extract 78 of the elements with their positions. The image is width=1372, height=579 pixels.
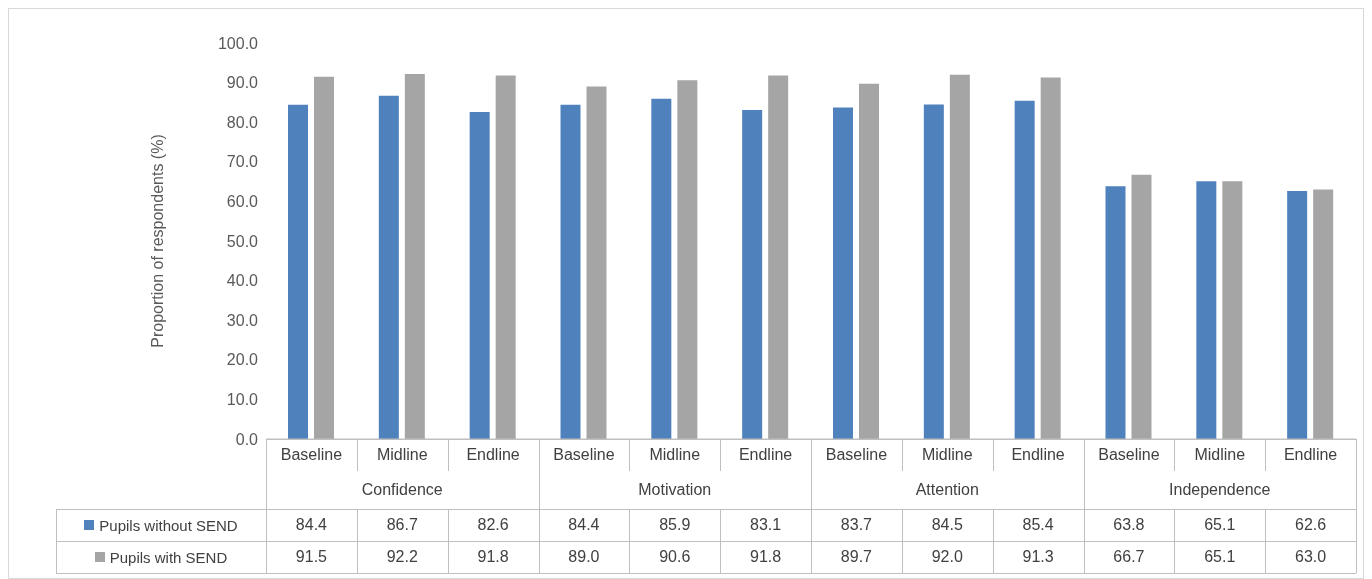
y-tick-label: 40.0 (226, 272, 259, 290)
data-label: 84.4 (567, 515, 601, 535)
data-label: 65.1 (1203, 515, 1237, 535)
x-tick-label: Baseline (1097, 445, 1161, 465)
x-tick-label: Midline (648, 445, 702, 465)
data-label: 92.0 (930, 547, 964, 567)
bar (677, 80, 698, 439)
data-label: 63.8 (1112, 515, 1146, 535)
bar (1287, 191, 1308, 439)
bar (404, 73, 425, 439)
legend-label: Pupils without SEND (99, 516, 238, 534)
data-label: 86.7 (385, 515, 419, 535)
y-tick-label: 90.0 (226, 74, 259, 92)
data-label: 83.7 (839, 515, 873, 535)
bar (495, 75, 516, 439)
bar (586, 86, 607, 439)
bar (651, 98, 672, 439)
legend-label: Pupils with SEND (109, 548, 228, 566)
bar (378, 95, 399, 439)
bar (1222, 181, 1243, 439)
bar (923, 104, 944, 439)
data-label: 62.6 (1294, 515, 1328, 535)
data-label: 63.0 (1294, 547, 1328, 567)
bar (859, 83, 879, 439)
y-tick-label: 80.0 (226, 113, 259, 131)
data-label: 65.1 (1203, 547, 1237, 567)
bar (1131, 174, 1152, 439)
data-label: 84.4 (294, 515, 328, 535)
x-tick-label: Endline (737, 445, 794, 465)
text: Attention (914, 480, 980, 500)
bar (1014, 100, 1035, 439)
data-label: 91.3 (1021, 547, 1055, 567)
bar (1105, 186, 1126, 439)
x-tick-label: Baseline (279, 445, 344, 465)
bar (1313, 189, 1334, 439)
y-tick-label: 30.0 (226, 311, 259, 329)
data-label: 90.6 (658, 547, 692, 567)
bar (1040, 77, 1061, 439)
x-tick-label: Midline (920, 445, 974, 465)
text: Independence (1168, 480, 1272, 500)
data-label: 85.4 (1021, 515, 1055, 535)
bar (742, 109, 763, 439)
data-label: 82.6 (476, 515, 510, 535)
data-label: 89.7 (839, 547, 873, 567)
y-axis-title: Proportion of respondents (%) (149, 133, 167, 350)
data-label: 92.2 (385, 547, 419, 567)
data-label: 91.8 (749, 547, 783, 567)
bar (314, 76, 334, 439)
bar (288, 104, 308, 439)
data-label: 91.8 (476, 547, 510, 567)
y-tick-label: 10.0 (226, 391, 259, 409)
x-tick-label: Endline (1010, 445, 1066, 465)
x-tick-label: Midline (375, 445, 429, 465)
y-tick-label: 20.0 (226, 351, 259, 369)
data-label: 85.9 (658, 515, 692, 535)
y-tick-label: 70.0 (226, 153, 259, 171)
x-tick-label: Baseline (824, 445, 889, 465)
data-label: 89.0 (567, 547, 601, 567)
text: Motivation (637, 480, 713, 500)
x-tick-label: Endline (465, 445, 521, 465)
data-label: 84.5 (930, 515, 964, 535)
y-tick-label: 50.0 (226, 232, 259, 250)
text: Confidence (360, 480, 444, 500)
bar (560, 104, 581, 439)
bar (1196, 181, 1217, 439)
bar (949, 74, 970, 439)
y-tick-label: 0.0 (235, 430, 259, 448)
y-tick-label: 60.0 (226, 193, 259, 211)
bar (833, 107, 853, 439)
data-label: 83.1 (749, 515, 783, 535)
data-label: 66.7 (1112, 547, 1146, 567)
x-tick-label: Endline (1282, 445, 1339, 465)
data-label: 91.5 (294, 547, 328, 567)
bar (768, 75, 789, 439)
x-tick-label: Baseline (552, 445, 616, 465)
y-tick-label: 100.0 (217, 34, 259, 52)
x-tick-label: Midline (1193, 445, 1247, 465)
bar (469, 111, 490, 439)
